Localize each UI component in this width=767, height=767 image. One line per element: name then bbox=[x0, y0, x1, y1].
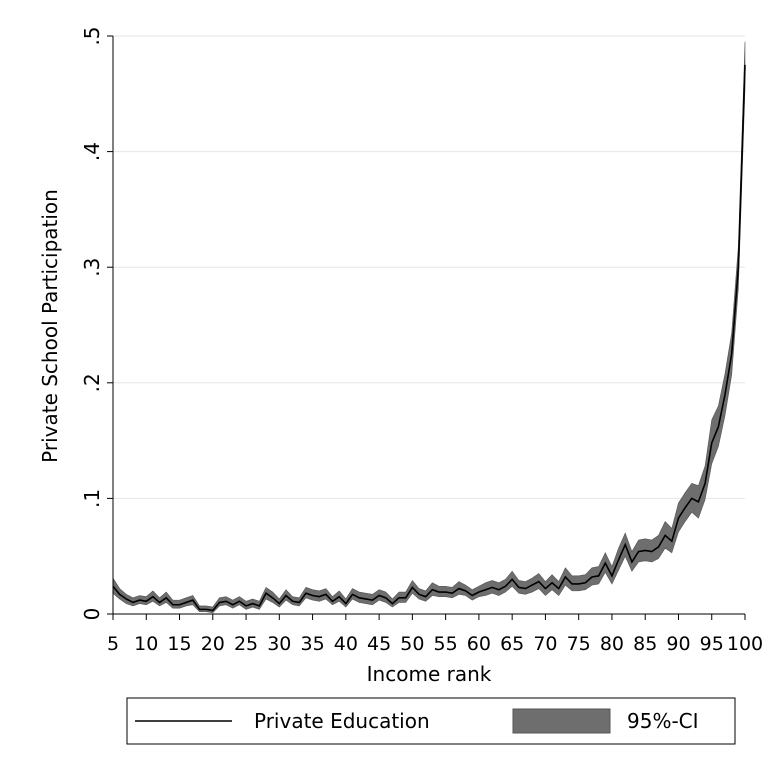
x-tick-label-10: 55 bbox=[434, 633, 458, 655]
x-axis-ticks: 5 10 15 20 25 30 35 40 45 50 55 60 65 70 75 80 85 90 95 100 bbox=[107, 614, 763, 655]
y-tick-label-2: .2 bbox=[80, 373, 104, 392]
legend-label-private-education: Private Education bbox=[254, 709, 430, 733]
legend-band-swatch bbox=[512, 708, 611, 734]
x-tick-label-9: 50 bbox=[400, 633, 424, 655]
y-tick-label-4: .4 bbox=[80, 142, 104, 161]
y-axis-ticks: 0 .1 .2 .3 .4 .5 bbox=[80, 26, 113, 620]
x-tick-label-5: 30 bbox=[267, 633, 291, 655]
y-tick-label-5: .5 bbox=[80, 26, 104, 45]
x-tick-label-11: 60 bbox=[467, 633, 491, 655]
private-education-line bbox=[112, 64, 746, 612]
x-tick-label-2: 15 bbox=[167, 633, 191, 655]
x-tick-label-17: 90 bbox=[666, 633, 690, 655]
legend-label-ci: 95%-CI bbox=[627, 709, 699, 733]
y-axis-label: Private School Participation bbox=[38, 189, 62, 463]
x-tick-label-12: 65 bbox=[500, 633, 524, 655]
x-tick-label-1: 10 bbox=[134, 633, 158, 655]
y-tick-label-3: .3 bbox=[80, 258, 104, 277]
x-tick-label-13: 70 bbox=[533, 633, 557, 655]
x-tick-label-19: 100 bbox=[727, 633, 763, 655]
x-tick-label-7: 40 bbox=[334, 633, 358, 655]
x-tick-label-14: 75 bbox=[567, 633, 591, 655]
grid-lines bbox=[113, 35, 745, 499]
x-tick-label-3: 20 bbox=[201, 633, 225, 655]
axes bbox=[112, 36, 745, 615]
x-tick-label-16: 85 bbox=[633, 633, 657, 655]
x-tick-label-8: 45 bbox=[367, 633, 391, 655]
x-tick-label-0: 5 bbox=[107, 633, 119, 655]
legend: Private Education 95%-CI bbox=[126, 697, 736, 745]
y-tick-label-0: 0 bbox=[80, 608, 104, 621]
x-tick-label-4: 25 bbox=[234, 633, 258, 655]
x-tick-label-15: 80 bbox=[600, 633, 624, 655]
y-tick-label-1: .1 bbox=[80, 489, 104, 508]
x-tick-label-18: 95 bbox=[700, 633, 724, 655]
x-axis-label: Income rank bbox=[367, 662, 492, 686]
x-tick-label-6: 35 bbox=[300, 633, 324, 655]
